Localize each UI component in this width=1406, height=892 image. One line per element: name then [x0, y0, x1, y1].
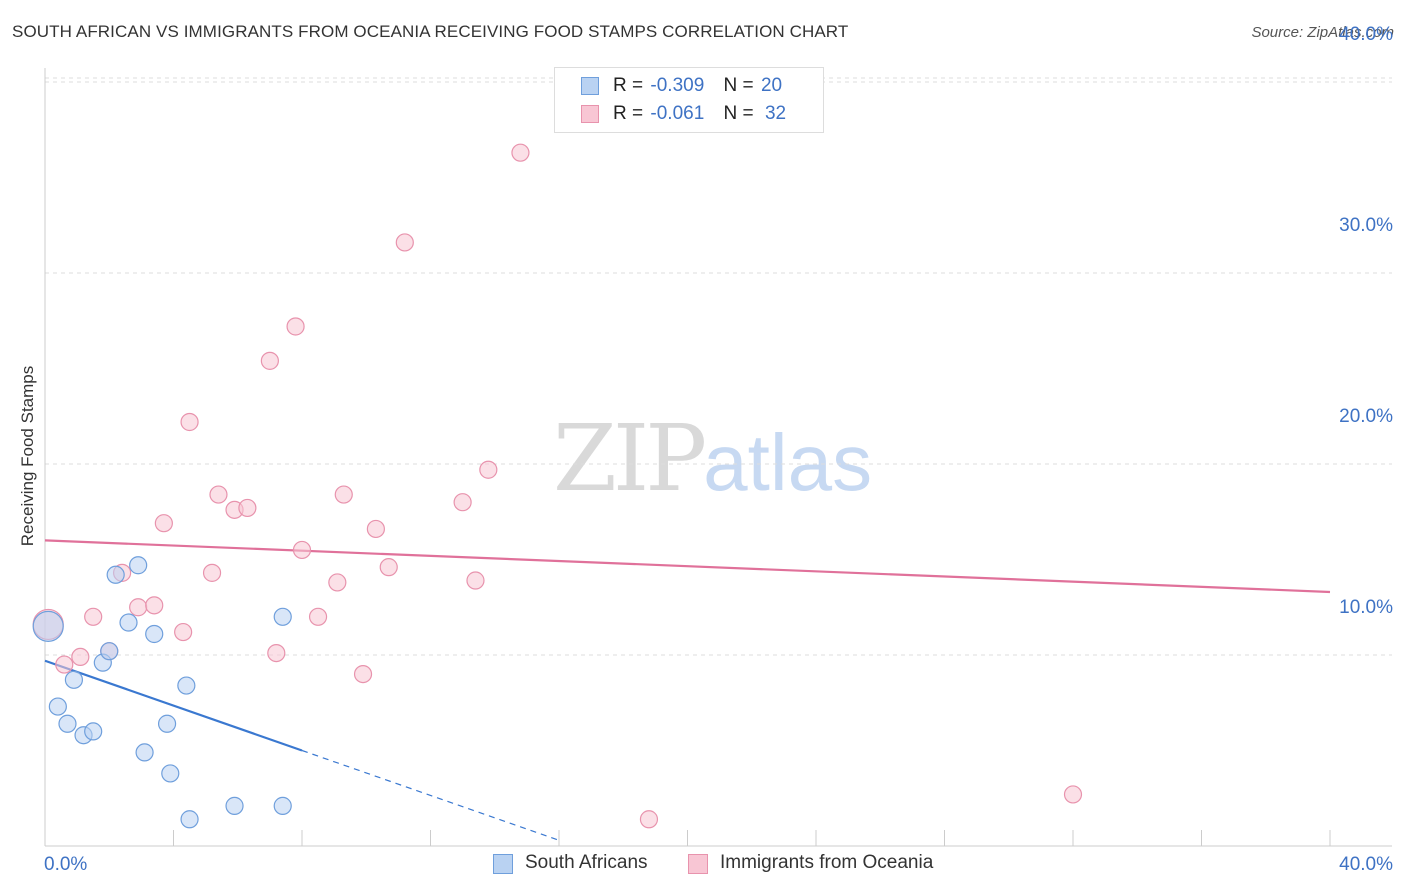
- bottom-legend-swatch-blue: [493, 854, 513, 874]
- point-oceania-21: [334, 485, 353, 504]
- legend-swatch-pink: [581, 105, 599, 123]
- point-oceania-27: [466, 571, 485, 590]
- watermark: ZIPatlas: [553, 405, 872, 512]
- legend-r-value-2: -0.061: [650, 103, 705, 124]
- point-south-african-5: [84, 722, 103, 741]
- point-oceania-24: [379, 558, 398, 577]
- point-south-african-15: [177, 676, 196, 695]
- trend-lines: [44, 539, 1331, 841]
- source-label: Source: ZipAtlas.com: [1251, 24, 1394, 41]
- watermark-zip: ZIP: [553, 405, 707, 512]
- legend-n-label-1: N =: [723, 75, 754, 96]
- y-tick-label-40: 40.0%: [1339, 24, 1393, 45]
- legend-n-value-1: 20: [760, 75, 783, 96]
- point-oceania-19: [308, 607, 328, 626]
- point-oceania-15: [260, 351, 279, 370]
- x-tick-label-max: 40.0%: [1339, 854, 1393, 875]
- point-oceania-25: [395, 233, 414, 252]
- point-oceania-23: [366, 519, 385, 539]
- point-south-african-11: [135, 743, 154, 762]
- point-south-african-16: [180, 810, 199, 829]
- point-oceania-1: [55, 655, 74, 674]
- point-oceania-22: [353, 664, 373, 684]
- legend-text-1: R = -0.309 N = 20: [613, 75, 782, 97]
- y-tick-label-10: 10.0%: [1339, 597, 1393, 618]
- point-south-african-13: [157, 714, 177, 733]
- point-south-african-7: [100, 642, 119, 661]
- legend-n-label-2: N =: [723, 103, 754, 124]
- point-oceania-7: [145, 596, 164, 615]
- chart-title: SOUTH AFRICAN VS IMMIGRANTS FROM OCEANIA…: [12, 22, 849, 41]
- point-oceania-12: [209, 485, 228, 504]
- bottom-legend-swatch-pink: [688, 854, 708, 874]
- point-south-african-19: [273, 796, 292, 815]
- legend-r-label-2: R =: [613, 103, 644, 124]
- point-oceania-16: [267, 643, 286, 663]
- point-oceania-2: [71, 647, 90, 667]
- point-south-african-17: [225, 796, 244, 815]
- point-south-african-18: [273, 607, 292, 626]
- point-south-african-2: [58, 714, 77, 733]
- y-tick-label-30: 30.0%: [1339, 215, 1393, 236]
- watermark-atlas: atlas: [703, 418, 873, 507]
- point-oceania-31: [1063, 785, 1083, 804]
- bottom-legend-label-1: South Africans: [525, 852, 648, 873]
- point-oceania-14: [238, 498, 257, 518]
- tick-labels: 10.0% 20.0% 30.0% 40.0% 0.0% 40.0%: [44, 24, 1393, 875]
- point-oceania-18: [292, 540, 312, 560]
- point-oceania-29: [511, 143, 530, 162]
- point-oceania-10: [180, 412, 199, 432]
- point-oceania-28: [479, 460, 498, 479]
- y-tick-label-20: 20.0%: [1339, 406, 1393, 427]
- legend-r-label-1: R =: [613, 75, 644, 96]
- y-axis-label: Receiving Food Stamps: [18, 365, 37, 547]
- point-south-african-1: [48, 697, 67, 716]
- x-tick-label-min: 0.0%: [44, 854, 87, 875]
- point-oceania-26: [453, 493, 472, 512]
- point-oceania-20: [328, 573, 347, 592]
- legend-n-value-2: 32: [764, 103, 787, 124]
- bottom-legend-label-2: Immigrants from Oceania: [720, 852, 934, 873]
- point-south-african-10: [129, 556, 148, 575]
- point-oceania-6: [129, 598, 148, 617]
- point-oceania-8: [154, 514, 173, 533]
- trend-line-south-africans: [44, 659, 303, 752]
- legend-text-2: R = -0.061 N = 32: [613, 103, 786, 125]
- point-south-african-3: [64, 670, 84, 689]
- legend-r-value-1: -0.309: [650, 75, 705, 96]
- point-south-african-14: [161, 764, 180, 783]
- data-points: [32, 143, 1083, 829]
- point-south-african-9: [119, 613, 138, 632]
- axes: [44, 68, 1392, 847]
- point-oceania-17: [286, 317, 305, 336]
- trend-line-oceania: [44, 539, 1331, 594]
- point-south-african-12: [145, 624, 164, 644]
- point-oceania-30: [639, 810, 659, 829]
- point-south-african-8: [106, 565, 125, 584]
- point-oceania-11: [202, 563, 222, 582]
- point-oceania-3: [84, 607, 103, 626]
- legend-swatch-blue: [581, 77, 599, 95]
- point-south-african-0: [32, 610, 64, 642]
- point-oceania-9: [174, 622, 193, 642]
- legend-box: R = -0.309 N = 20 R = -0.061 N = 32: [554, 67, 824, 133]
- trend-line-south-africans-extension: [301, 749, 560, 841]
